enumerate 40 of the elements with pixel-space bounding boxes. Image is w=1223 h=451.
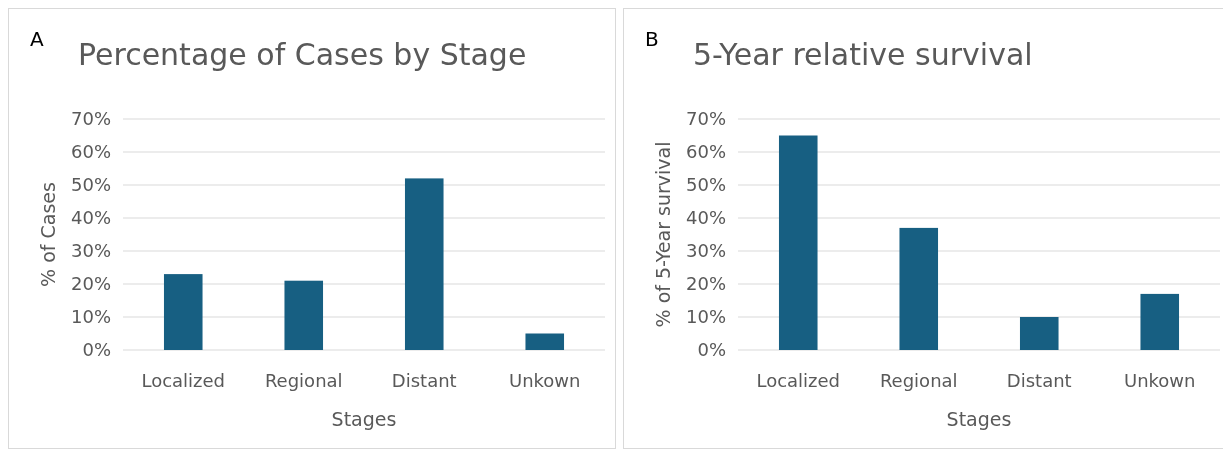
y-tick-label: 0%: [82, 339, 111, 361]
y-tick-label: 20%: [685, 273, 726, 295]
x-tick-label: Regional: [264, 370, 343, 391]
y-tick-label: 60%: [685, 141, 726, 163]
chart-title: Percentage of Cases by Stage: [78, 37, 527, 72]
bar: [284, 280, 324, 350]
bar: [778, 135, 818, 350]
bar: [899, 227, 939, 350]
x-axis-title: Stages: [946, 408, 1012, 430]
y-tick-label: 70%: [70, 108, 111, 130]
bar: [404, 178, 444, 350]
x-axis-title: Stages: [331, 408, 397, 430]
y-tick-label: 10%: [685, 306, 726, 328]
y-tick-label: 40%: [70, 207, 111, 229]
y-axis-title: % of Cases: [37, 182, 59, 287]
bar: [1140, 293, 1180, 350]
y-tick-label: 50%: [685, 174, 726, 196]
x-tick-label: Localized: [756, 370, 841, 391]
y-axis-title: % of 5-Year survival: [652, 141, 674, 328]
y-tick-label: 60%: [70, 141, 111, 163]
x-tick-label: Unkown: [1123, 370, 1196, 391]
bar: [163, 274, 203, 350]
x-tick-label: Regional: [879, 370, 958, 391]
bar: [525, 333, 565, 350]
bar: [1019, 317, 1059, 350]
y-tick-label: 50%: [70, 174, 111, 196]
y-tick-label: 30%: [685, 240, 726, 262]
y-tick-label: 20%: [70, 273, 111, 295]
text: A: [30, 27, 44, 51]
y-tick-label: 40%: [685, 207, 726, 229]
y-tick-label: 70%: [685, 108, 726, 130]
y-tick-label: 30%: [70, 240, 111, 262]
x-tick-label: Unkown: [508, 370, 581, 391]
x-tick-label: Distant: [391, 370, 457, 391]
y-tick-label: 0%: [697, 339, 726, 361]
y-tick-label: 10%: [70, 306, 111, 328]
x-tick-label: Distant: [1006, 370, 1072, 391]
chart-title: 5-Year relative survival: [693, 37, 1033, 72]
x-tick-label: Localized: [141, 370, 226, 391]
text: B: [645, 27, 659, 51]
